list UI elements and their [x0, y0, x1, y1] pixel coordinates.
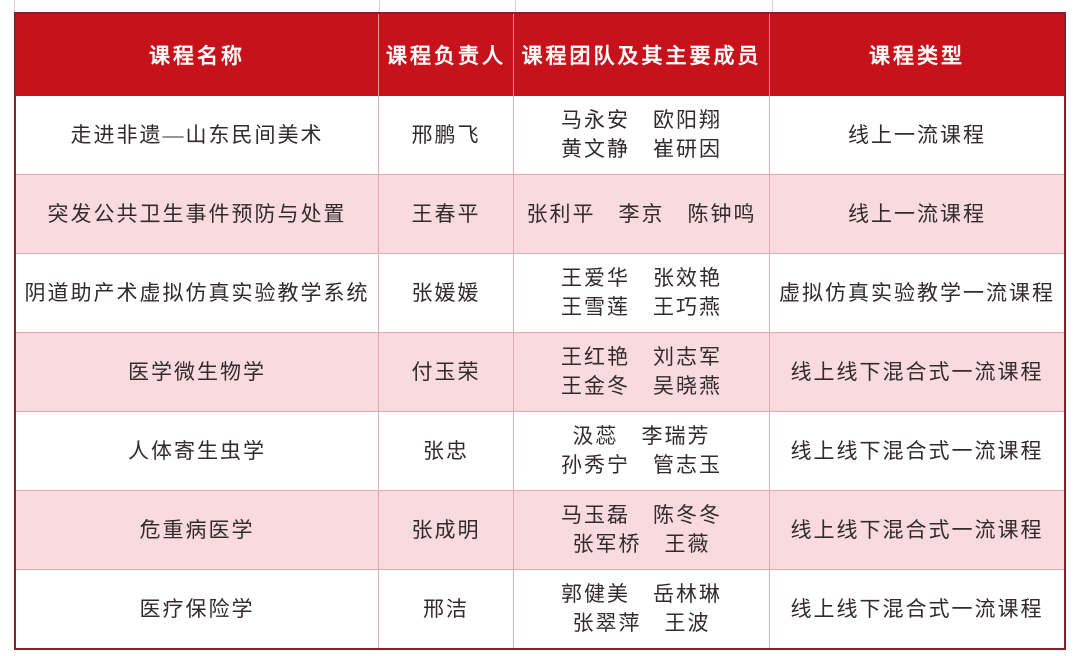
- table-row: 危重病医学 张成明 马玉磊 陈冬冬 张军桥 王薇 线上线下混合式一流课程: [16, 490, 1064, 569]
- course-table: 课程名称 课程负责人 课程团队及其主要成员 课程类型 走进非遗—山东民间美术 邢鹏…: [14, 12, 1066, 650]
- course-leader-cell: 张媛媛: [379, 254, 514, 332]
- team-member-line: 王雪莲 王巧燕: [561, 295, 722, 319]
- table-row: 人体寄生虫学 张忠 汲蕊 李瑞芳 孙秀宁 管志玉 线上线下混合式一流课程: [16, 411, 1064, 490]
- course-leader-cell: 邢鹏飞: [379, 96, 514, 174]
- table-row: 医学微生物学 付玉荣 王红艳 刘志军 王金冬 吴晓燕 线上线下混合式一流课程: [16, 332, 1064, 411]
- course-team-cell: 王爱华 张效艳 王雪莲 王巧燕: [514, 254, 770, 332]
- team-member-line: 马永安 欧阳翔: [561, 108, 722, 132]
- team-member-line: 张军桥 王薇: [572, 532, 711, 556]
- course-name-cell: 危重病医学: [16, 491, 379, 569]
- course-type-cell: 线上线下混合式一流课程: [790, 517, 1044, 542]
- course-table-wrapper: 课程名称 课程负责人 课程团队及其主要成员 课程类型 走进非遗—山东民间美术 邢鹏…: [14, 0, 1067, 650]
- sliver-cell: [15, 0, 380, 12]
- course-name-cell: 走进非遗—山东民间美术: [16, 96, 379, 174]
- header-course-type: 课程类型: [869, 44, 965, 68]
- course-team-cell: 汲蕊 李瑞芳 孙秀宁 管志玉: [514, 412, 770, 490]
- course-team-cell: 马永安 欧阳翔 黄文静 崔研因: [514, 96, 770, 174]
- table-header-row: 课程名称 课程负责人 课程团队及其主要成员 课程类型: [16, 14, 1064, 96]
- course-team-cell: 郭健美 岳林琳 张翠萍 王波: [514, 570, 770, 648]
- course-type-cell: 线上线下混合式一流课程: [790, 359, 1044, 384]
- team-member-line: 王金冬 吴晓燕: [561, 374, 722, 398]
- table-row: 阴道助产术虚拟仿真实验教学系统 张媛媛 王爱华 张效艳 王雪莲 王巧燕 虚拟仿真实验教学…: [16, 253, 1064, 332]
- course-leader-cell: 邢洁: [379, 570, 514, 648]
- team-member-line: 王爱华 张效艳: [561, 266, 722, 290]
- table-body: 走进非遗—山东民间美术 邢鹏飞 马永安 欧阳翔 黄文静 崔研因 线上一流课程 突发公共卫生…: [16, 96, 1064, 648]
- sliver-cell: [516, 0, 773, 12]
- course-name-cell: 突发公共卫生事件预防与处置: [16, 175, 379, 253]
- team-member-line: 汲蕊 李瑞芳: [572, 424, 711, 448]
- course-leader-cell: 张忠: [379, 412, 514, 490]
- table-row: 突发公共卫生事件预防与处置 王春平 张利平 李京 陈钟鸣 线上一流课程: [16, 174, 1064, 253]
- header-course-name: 课程名称: [16, 14, 379, 96]
- course-name-cell: 阴道助产术虚拟仿真实验教学系统: [16, 254, 379, 332]
- course-leader-cell: 王春平: [379, 175, 514, 253]
- header-course-leader: 课程负责人: [379, 14, 514, 96]
- course-team-cell: 王红艳 刘志军 王金冬 吴晓燕: [514, 333, 770, 411]
- course-type-cell: 虚拟仿真实验教学一流课程: [779, 280, 1055, 305]
- course-team-cell: 马玉磊 陈冬冬 张军桥 王薇: [514, 491, 770, 569]
- header-course-team: 课程团队及其主要成员: [514, 14, 770, 96]
- course-name-cell: 医学微生物学: [16, 333, 379, 411]
- course-name-cell: 医疗保险学: [16, 570, 379, 648]
- course-name-cell: 人体寄生虫学: [16, 412, 379, 490]
- course-type-cell: 线上一流课程: [848, 122, 986, 147]
- course-leader-cell: 付玉荣: [379, 333, 514, 411]
- team-member-line: 张利平 李京 陈钟鸣: [526, 201, 757, 226]
- course-type-cell: 线上一流课程: [848, 201, 986, 226]
- sliver-cell: [773, 0, 1067, 12]
- table-row: 医疗保险学 邢洁 郭健美 岳林琳 张翠萍 王波 线上线下混合式一流课程: [16, 569, 1064, 648]
- team-member-line: 张翠萍 王波: [572, 611, 711, 635]
- team-member-line: 孙秀宁 管志玉: [561, 453, 722, 477]
- sliver-cell: [380, 0, 516, 12]
- team-member-line: 黄文静 崔研因: [561, 137, 722, 161]
- course-type-cell: 线上线下混合式一流课程: [790, 438, 1044, 463]
- course-team-cell: 张利平 李京 陈钟鸣: [514, 175, 770, 253]
- course-type-cell: 线上线下混合式一流课程: [790, 596, 1044, 621]
- team-member-line: 王红艳 刘志军: [561, 345, 722, 369]
- table-row: 走进非遗—山东民间美术 邢鹏飞 马永安 欧阳翔 黄文静 崔研因 线上一流课程: [16, 96, 1064, 174]
- cropped-row-sliver: [14, 0, 1067, 12]
- course-leader-cell: 张成明: [379, 491, 514, 569]
- team-member-line: 郭健美 岳林琳: [561, 582, 722, 606]
- team-member-line: 马玉磊 陈冬冬: [561, 503, 722, 527]
